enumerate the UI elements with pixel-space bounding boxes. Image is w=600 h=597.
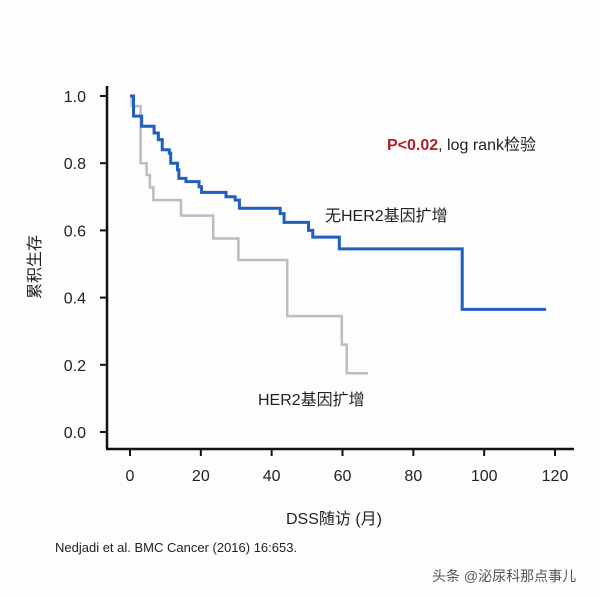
y-tick-label: 1.0 bbox=[64, 89, 86, 106]
citation: Nedjadi et al. BMC Cancer (2016) 16:653. bbox=[55, 540, 298, 555]
series-label-her2-negative: 无HER2基因扩增 bbox=[325, 208, 448, 225]
y-tick-label: 0.8 bbox=[64, 156, 86, 173]
y-tick-label: 0.2 bbox=[64, 358, 86, 375]
y-tick-label: 0.0 bbox=[64, 425, 86, 442]
y-axis-label: 累积生存 bbox=[27, 235, 44, 300]
watermark: 头条 @泌尿科那点事儿 bbox=[432, 568, 577, 584]
x-tick-label: 100 bbox=[471, 468, 498, 485]
y-tick-label: 0.6 bbox=[64, 223, 86, 240]
x-tick-label: 40 bbox=[263, 468, 281, 485]
x-tick-label: 0 bbox=[126, 468, 135, 485]
series-label-her2-amplified: HER2基因扩增 bbox=[258, 392, 365, 409]
survival-curve-her2-amplified bbox=[130, 94, 368, 375]
x-tick-label: 20 bbox=[192, 468, 210, 485]
y-tick-label: 0.4 bbox=[64, 291, 86, 308]
survival-curve-her2-negative bbox=[130, 94, 547, 311]
x-axis-label: DSS随访 (月) bbox=[286, 511, 383, 528]
p-value: P<0.02 bbox=[387, 137, 439, 154]
x-tick-label: 120 bbox=[542, 468, 569, 485]
x-tick-label: 80 bbox=[404, 468, 422, 485]
x-tick-label: 60 bbox=[334, 468, 352, 485]
test-name: , log rank检验 bbox=[438, 137, 536, 154]
p-value-annotation: P<0.02, log rank检验 bbox=[387, 131, 536, 155]
